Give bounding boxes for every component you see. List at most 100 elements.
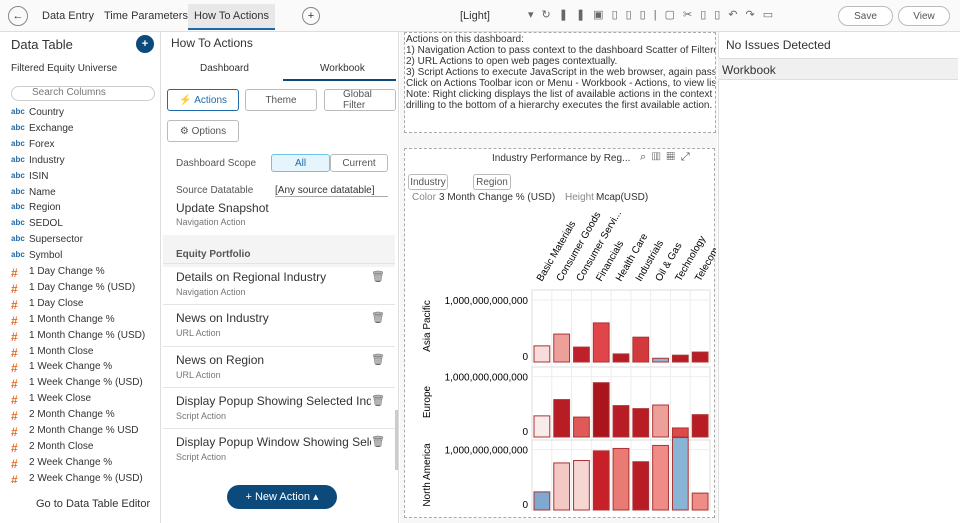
column-name[interactable]: Name xyxy=(29,186,56,198)
item-label: Workbook xyxy=(722,63,776,77)
y-tick-label: 1,000,000,000,000 xyxy=(445,296,529,307)
delete-icon[interactable]: 🗑 xyxy=(371,394,385,407)
bar xyxy=(691,414,709,438)
height-field[interactable]: Mcap(USD) xyxy=(596,192,649,203)
tab-active[interactable]: Workbook xyxy=(320,63,365,74)
action-name[interactable]: Details on Regional Industry xyxy=(176,270,327,284)
column-name[interactable]: 1 Week Change % (USD) xyxy=(29,377,143,389)
label: Source Datatable xyxy=(176,185,254,196)
column-name[interactable]: 1 Day Change % (USD) xyxy=(29,281,136,293)
column-name[interactable]: 1 Month Close xyxy=(29,345,94,357)
column-name[interactable]: 2 Week Change % (USD) xyxy=(29,472,143,483)
action-kind: Script Action xyxy=(176,452,227,463)
chart-title: Industry Performance by Reg... xyxy=(492,153,631,164)
panel-title: Data Table xyxy=(11,37,73,52)
action-name[interactable]: Display Popup Window Showing Sele... xyxy=(176,435,371,450)
column-name[interactable]: ISIN xyxy=(29,170,49,182)
delete-icon[interactable]: 🗑 xyxy=(371,436,385,449)
tab[interactable]: Data Entry xyxy=(42,10,94,22)
add-tab[interactable]: + xyxy=(302,7,320,25)
column-name[interactable]: 2 Month Change % USD xyxy=(29,425,139,436)
column-name[interactable]: Country xyxy=(29,107,65,118)
y-field[interactable]: Region xyxy=(473,174,511,190)
action-kind: Script Action xyxy=(176,410,227,421)
type-icon: # xyxy=(11,440,18,455)
actions-button[interactable]: ⚡ Actions xyxy=(167,89,239,111)
action-name[interactable]: News on Industry xyxy=(176,311,269,326)
action-name[interactable]: Display Popup Showing Selected Indu... xyxy=(176,393,371,408)
y-tick-label: 1,000,000,000,000 xyxy=(445,446,529,457)
column-name[interactable]: Symbol xyxy=(29,250,63,262)
column-name[interactable]: Exchange xyxy=(29,122,74,134)
action-name[interactable]: Update Snapshot xyxy=(176,201,269,215)
type-icon: # xyxy=(11,297,18,312)
column-name[interactable]: 1 Month Change % xyxy=(29,313,115,325)
column-name[interactable]: 1 Day Close xyxy=(29,297,84,309)
search-box[interactable]: Search Columns xyxy=(11,86,155,101)
issues-item[interactable]: Workbook xyxy=(718,58,958,80)
save-label: Save xyxy=(854,10,877,22)
delete-icon[interactable]: 🗑 xyxy=(371,353,385,366)
option-label: All xyxy=(294,157,307,169)
footer-link[interactable]: Go to Data Table Editor xyxy=(36,498,151,510)
search-placeholder: Search Columns xyxy=(32,87,106,98)
bar xyxy=(553,462,571,511)
back-button[interactable]: ← xyxy=(8,6,28,26)
action-name[interactable]: News on Region xyxy=(176,352,265,367)
tab[interactable]: Dashboard xyxy=(200,63,249,74)
type-icon: # xyxy=(11,281,18,296)
type-icon: abc xyxy=(11,138,25,148)
field-label: Industry xyxy=(410,176,446,188)
type-icon: abc xyxy=(11,250,25,260)
type-icon: # xyxy=(11,361,18,376)
bar xyxy=(533,345,551,363)
column-name[interactable]: 1 Day Change % xyxy=(29,266,105,277)
column-name[interactable]: 2 Month Close xyxy=(29,440,94,452)
new-action-button[interactable]: + New Action ▴ xyxy=(227,485,337,509)
column-name[interactable]: 1 Week Change % xyxy=(29,361,113,373)
tab-active[interactable]: How To Actions xyxy=(188,4,276,30)
column-name[interactable]: Region xyxy=(29,202,61,214)
scope-current[interactable]: Current xyxy=(330,154,388,172)
column-name[interactable]: SEDOL xyxy=(29,218,63,230)
tab[interactable]: Time Parameters xyxy=(104,10,188,22)
save-button[interactable]: Save xyxy=(838,6,893,26)
theme-button[interactable]: Theme xyxy=(245,89,317,111)
type-icon: abc xyxy=(11,218,25,228)
separator xyxy=(163,263,395,264)
button-label: Global Filter xyxy=(343,89,372,111)
delete-icon[interactable]: 🗑 xyxy=(371,271,385,283)
color-label: Color xyxy=(412,192,436,203)
separator xyxy=(163,345,395,347)
text-line: 2) URL Actions to open web pages context… xyxy=(406,56,618,67)
type-icon: # xyxy=(11,266,18,280)
panel-title: How To Actions xyxy=(171,36,253,50)
column-name[interactable]: 2 Month Change % xyxy=(29,409,115,421)
column-name[interactable]: 1 Week Close xyxy=(29,393,92,405)
button-label: New Action xyxy=(254,491,310,503)
column-name[interactable]: Industry xyxy=(29,154,65,166)
scope-all[interactable]: All xyxy=(271,154,330,172)
action-kind: URL Action xyxy=(176,328,221,339)
column-name[interactable]: 2 Week Change % xyxy=(29,456,113,468)
column-name[interactable]: 1 Month Change % (USD) xyxy=(29,329,146,341)
view-button[interactable]: View xyxy=(898,6,950,26)
theme-select[interactable]: [Light] xyxy=(460,10,490,22)
column-name[interactable]: Forex xyxy=(29,138,55,150)
options-button[interactable]: ⚙ Options xyxy=(167,120,239,142)
type-icon: abc xyxy=(11,234,25,244)
option-label: Current xyxy=(342,157,376,169)
add-button[interactable]: + xyxy=(136,35,154,53)
action-kind: URL Action xyxy=(176,369,221,380)
x-field[interactable]: Industry xyxy=(408,174,448,190)
color-field[interactable]: 3 Month Change % (USD) xyxy=(439,192,556,203)
column-name[interactable]: Supersector xyxy=(29,234,83,246)
bar xyxy=(592,382,610,438)
filter-button[interactable]: Global Filter xyxy=(324,89,396,111)
source-select[interactable]: Filtered Equity Universe xyxy=(11,63,118,74)
chart-icons[interactable]: ⌕▥▦⤢ xyxy=(640,151,696,163)
source-select[interactable]: [Any source datatable] xyxy=(275,185,388,197)
delete-icon[interactable]: 🗑 xyxy=(371,312,385,325)
bar xyxy=(652,404,669,438)
button-label: Theme xyxy=(265,94,297,106)
